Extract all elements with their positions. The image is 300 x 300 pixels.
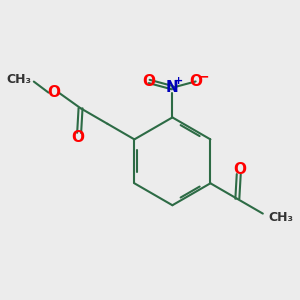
Text: O: O bbox=[71, 130, 84, 146]
Text: O: O bbox=[47, 85, 60, 100]
Text: CH₃: CH₃ bbox=[268, 211, 293, 224]
Text: CH₃: CH₃ bbox=[6, 73, 31, 86]
Text: N: N bbox=[166, 80, 179, 95]
Text: +: + bbox=[174, 76, 183, 85]
Text: O: O bbox=[143, 74, 156, 89]
Text: −: − bbox=[197, 69, 209, 83]
Text: O: O bbox=[234, 162, 247, 177]
Text: O: O bbox=[189, 74, 202, 89]
